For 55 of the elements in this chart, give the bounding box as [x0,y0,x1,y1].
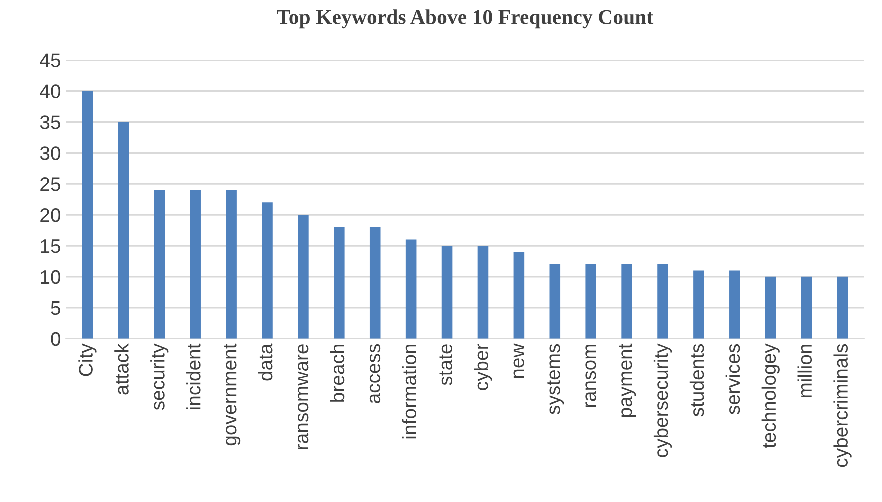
x-tick-label: ransomware [298,344,309,450]
y-tick-label: 15 [41,240,60,254]
bar [658,264,668,339]
bar [406,240,417,339]
y-tick-label: 40 [40,84,61,98]
y-tick-label: 30 [40,146,61,160]
x-tick-label: state [440,344,452,386]
bar [514,252,525,339]
y-tick-label: 25 [40,178,60,192]
x-tick-label: million [798,344,812,398]
bar [82,91,94,339]
bar [298,215,309,339]
x-tick-label: information [402,344,417,439]
x-tick-label: payment [620,344,636,418]
bar [370,227,381,339]
bar [550,264,561,339]
bar [730,270,740,339]
x-tick-label: cyber [474,344,492,390]
x-tick-label: students [690,344,704,417]
bar [118,122,130,339]
bar [801,276,812,339]
bar [442,246,453,339]
x-tick-label: City [78,344,97,376]
bar [837,276,848,339]
bar [190,190,201,339]
x-tick-label: technologey [762,344,780,448]
y-tick-label: 45 [40,54,60,68]
bar [154,190,166,339]
x-tick-label: systems [548,344,564,414]
bar [262,202,273,339]
x-tick-label: new [514,344,524,378]
bar [334,227,345,339]
x-tick-label: attack [114,344,129,395]
x-tick-label: security [150,344,169,410]
y-tick-label: 10 [41,270,61,284]
bar [226,190,237,339]
x-tick-label: ransom [586,344,596,408]
x-tick-label: data [258,344,273,381]
y-tick-label: 20 [40,208,61,222]
bar [765,276,776,339]
y-tick-label: 35 [40,116,60,130]
x-tick-label: incident [186,344,201,410]
x-tick-label: services [726,344,740,414]
bar [622,264,632,339]
x-tick-label: access [370,344,381,404]
bar [586,264,596,339]
bar [478,246,489,339]
y-tick-label: 0 [51,332,61,346]
x-tick-label: cybercriminals [834,344,852,468]
y-tick-label: 5 [51,302,60,316]
bar [694,270,704,339]
x-tick-label: cybersecurity [654,344,672,458]
chart-title: Top Keywords Above 10 Frequency Count [277,10,654,29]
x-tick-label: breach [330,344,345,402]
x-tick-label: government [224,344,241,446]
